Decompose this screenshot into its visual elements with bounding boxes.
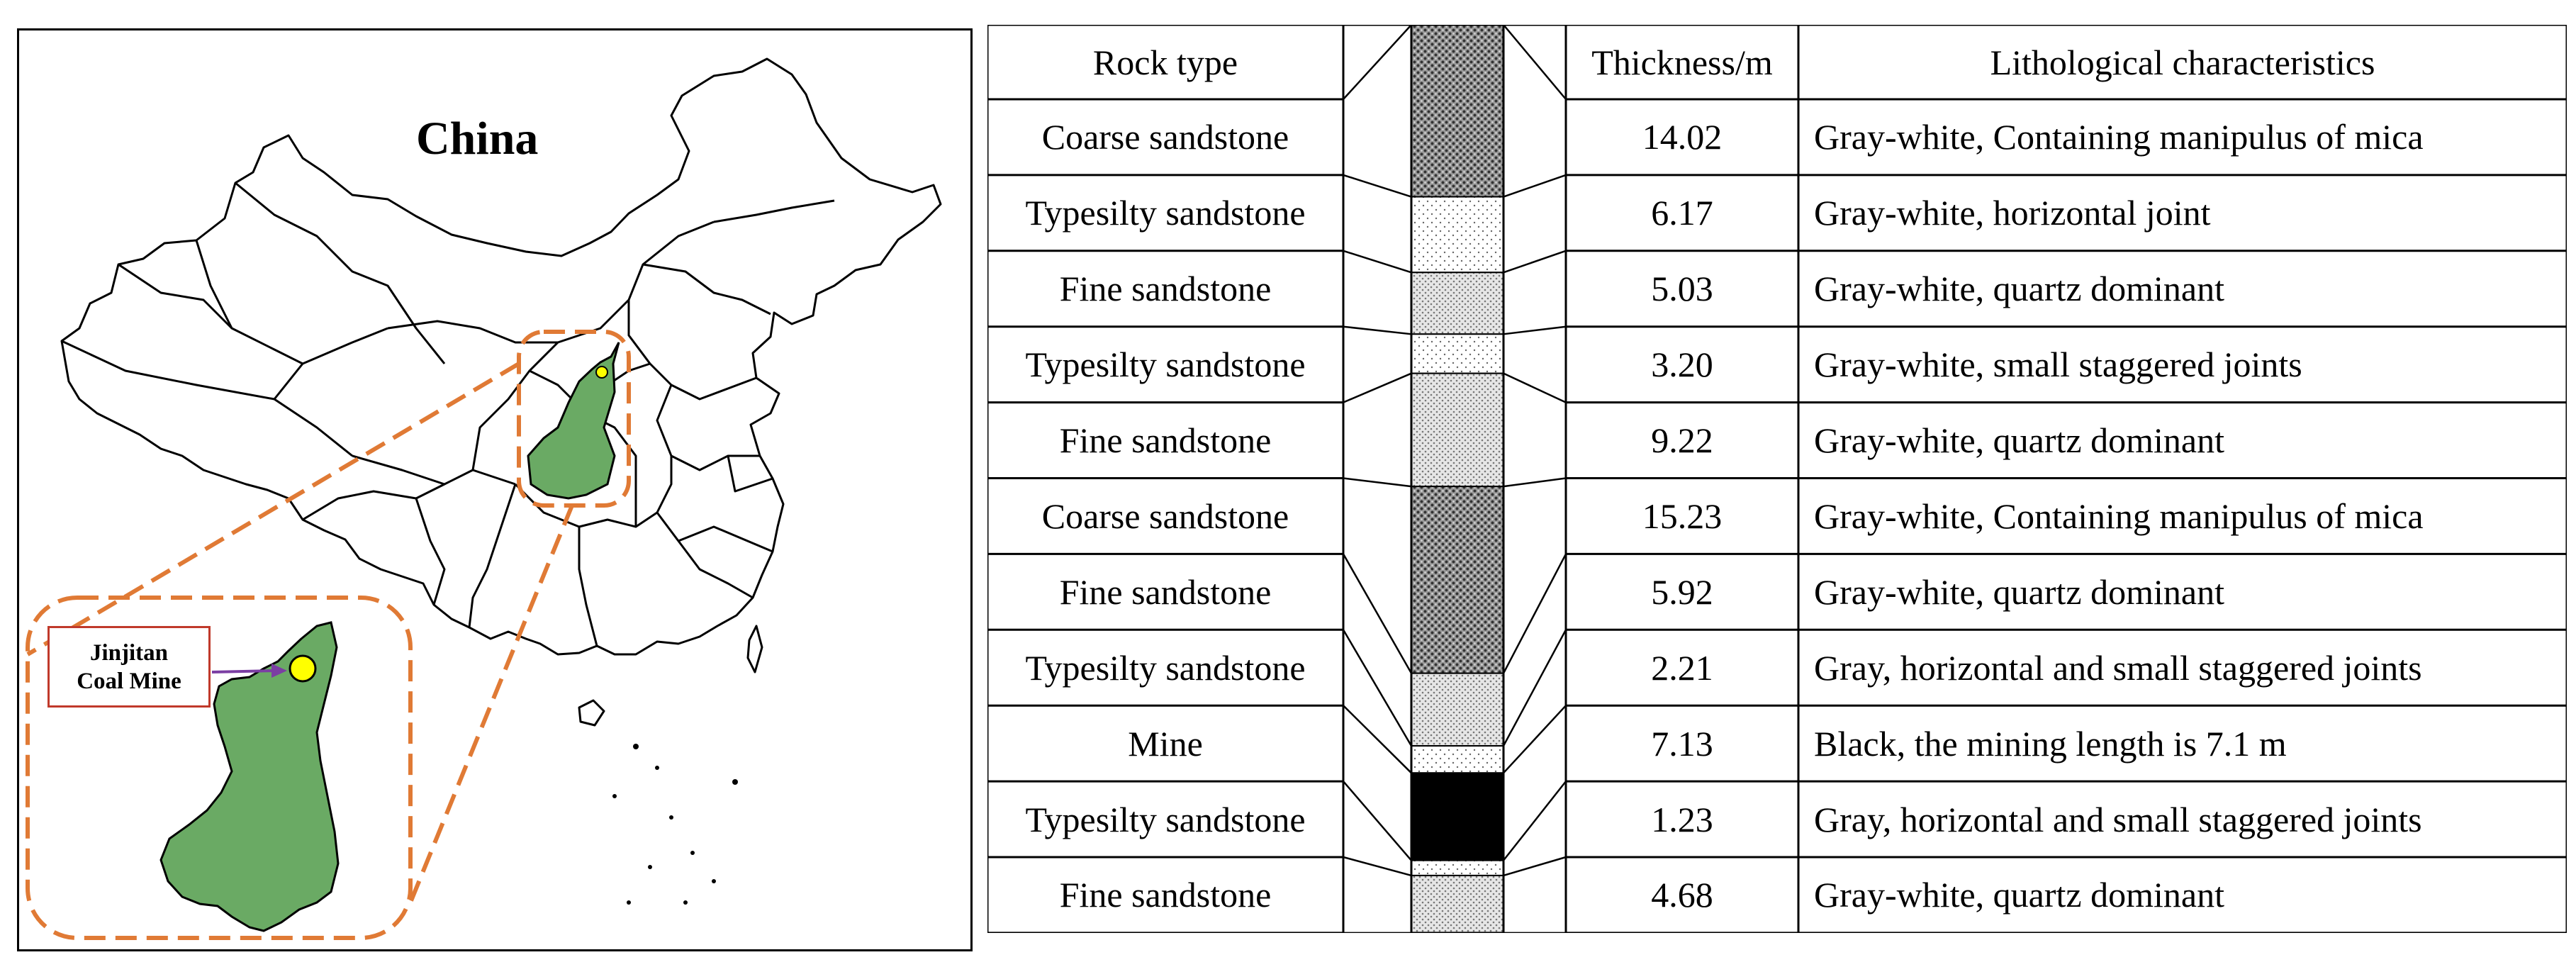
connector-line-right — [1503, 372, 1567, 403]
stratum-layer — [1411, 272, 1504, 335]
hainan-outline — [578, 699, 605, 727]
rock-type-cell: Fine sandstone — [1059, 420, 1272, 461]
connector-line-right — [1503, 174, 1567, 198]
strata-table: Rock type Thickness/m Lithological chara… — [987, 25, 2567, 933]
connector-line-left — [1343, 372, 1412, 403]
thickness-cell: 1.23 — [1651, 799, 1713, 839]
strata-column-outline — [1410, 25, 1505, 933]
connector-line-right — [1503, 325, 1567, 335]
rock-type-cell: Mine — [1128, 723, 1203, 764]
stratum-layer — [1411, 859, 1504, 876]
stratum-layer — [1411, 874, 1504, 933]
connector-line-left — [1343, 705, 1412, 774]
china-province-map — [26, 57, 942, 940]
characteristics-cell: Gray-white, quartz dominant — [1814, 875, 2224, 915]
shaanxi-province — [527, 342, 620, 500]
header-characteristics: Lithological characteristics — [1990, 42, 2375, 82]
thickness-cell: 4.68 — [1651, 875, 1713, 915]
rock-type-cell: Fine sandstone — [1059, 269, 1272, 309]
location-map-panel: China Jinjitan Coal Mine — [17, 28, 973, 951]
characteristics-cell: Gray-white, horizontal joint — [1814, 193, 2211, 233]
thickness-cell: 5.92 — [1651, 571, 1713, 612]
south-sea-islands — [612, 744, 738, 905]
connector-line-right — [1502, 629, 1567, 747]
connector-line-left — [1342, 629, 1413, 747]
rock-type-cell: Typesilty sandstone — [1025, 799, 1306, 839]
connector-line-right — [1502, 553, 1567, 674]
rock-type-cell: Typesilty sandstone — [1025, 193, 1306, 233]
characteristics-cell: Gray-white, small staggered joints — [1814, 345, 2302, 385]
shaanxi-province-enlarged — [159, 621, 340, 932]
characteristics-cell: Gray-white, quartz dominant — [1814, 571, 2224, 612]
column-connector-lines — [1342, 25, 1567, 933]
stratum-layer — [1411, 672, 1504, 747]
characteristics-cell: Black, the mining length is 7.1 m — [1814, 723, 2287, 764]
pointer-arrow-head — [271, 664, 287, 678]
country-label: China — [416, 113, 539, 164]
connector-line-left — [1343, 325, 1412, 335]
table-grid-lines — [987, 25, 2567, 933]
china-outline — [60, 57, 942, 656]
connector-line-right — [1503, 781, 1567, 861]
callout-connector-bottom — [408, 504, 574, 904]
pointer-arrow — [211, 669, 275, 673]
thickness-cell: 6.17 — [1651, 193, 1713, 233]
inset-callout-box — [26, 596, 413, 940]
thickness-cell: 14.02 — [1642, 117, 1723, 157]
thickness-cell: 2.21 — [1651, 647, 1713, 688]
characteristics-cell: Gray, horizontal and small staggered joi… — [1814, 647, 2422, 688]
connector-line-right — [1503, 856, 1567, 877]
connector-line-left — [1343, 477, 1412, 488]
characteristics-cell: Gray-white, quartz dominant — [1814, 420, 2224, 461]
connector-line-left — [1343, 856, 1412, 877]
header-rock-type: Rock type — [1092, 42, 1238, 82]
rock-type-cell: Typesilty sandstone — [1025, 345, 1306, 385]
characteristics-cell: Gray-white, quartz dominant — [1814, 269, 2224, 309]
stratum-layer — [1411, 196, 1504, 274]
rock-type-cell: Coarse sandstone — [1041, 496, 1289, 536]
rock-type-cell: Fine sandstone — [1059, 571, 1272, 612]
thickness-cell: 9.22 — [1651, 420, 1713, 461]
characteristics-cell: Gray, horizontal and small staggered joi… — [1814, 799, 2422, 839]
connector-line-left — [1343, 25, 1412, 100]
connector-line-left — [1342, 553, 1413, 674]
header-thickness: Thickness/m — [1591, 42, 1773, 82]
mine-location-marker — [289, 654, 317, 683]
strata-column — [1410, 25, 1505, 933]
stratum-layer — [1411, 333, 1504, 374]
thickness-cell: 15.23 — [1642, 496, 1723, 536]
connector-line-right — [1503, 477, 1567, 488]
thickness-cell: 5.03 — [1651, 269, 1713, 309]
connector-line-right — [1503, 25, 1567, 100]
characteristics-cell: Gray-white, Containing manipulus of mica — [1814, 117, 2424, 157]
stratum-layer — [1411, 486, 1504, 674]
rock-type-cell: Fine sandstone — [1059, 875, 1272, 915]
rock-type-cell: Typesilty sandstone — [1025, 647, 1306, 688]
connector-line-left — [1343, 250, 1412, 274]
stratum-layer — [1411, 372, 1504, 488]
connector-line-right — [1503, 250, 1567, 274]
stratum-layer — [1411, 25, 1504, 198]
taiwan-outline — [746, 625, 763, 673]
shaanxi-callout-box — [517, 330, 631, 508]
strata-table-grid — [987, 25, 2567, 933]
mine-name-label: Jinjitan Coal Mine — [47, 626, 211, 708]
connector-line-left — [1343, 174, 1412, 198]
rock-type-cell: Coarse sandstone — [1041, 117, 1289, 157]
characteristics-cell: Gray-white, Containing manipulus of mica — [1814, 496, 2424, 536]
stratum-layer — [1411, 745, 1504, 774]
stratum-layer — [1411, 772, 1504, 861]
thickness-cell: 7.13 — [1651, 723, 1713, 764]
connector-line-left — [1343, 781, 1412, 861]
thickness-cell: 3.20 — [1651, 345, 1713, 385]
mine-location-marker-small — [595, 366, 608, 379]
connector-line-right — [1503, 705, 1567, 774]
callout-connector-top — [26, 362, 520, 656]
